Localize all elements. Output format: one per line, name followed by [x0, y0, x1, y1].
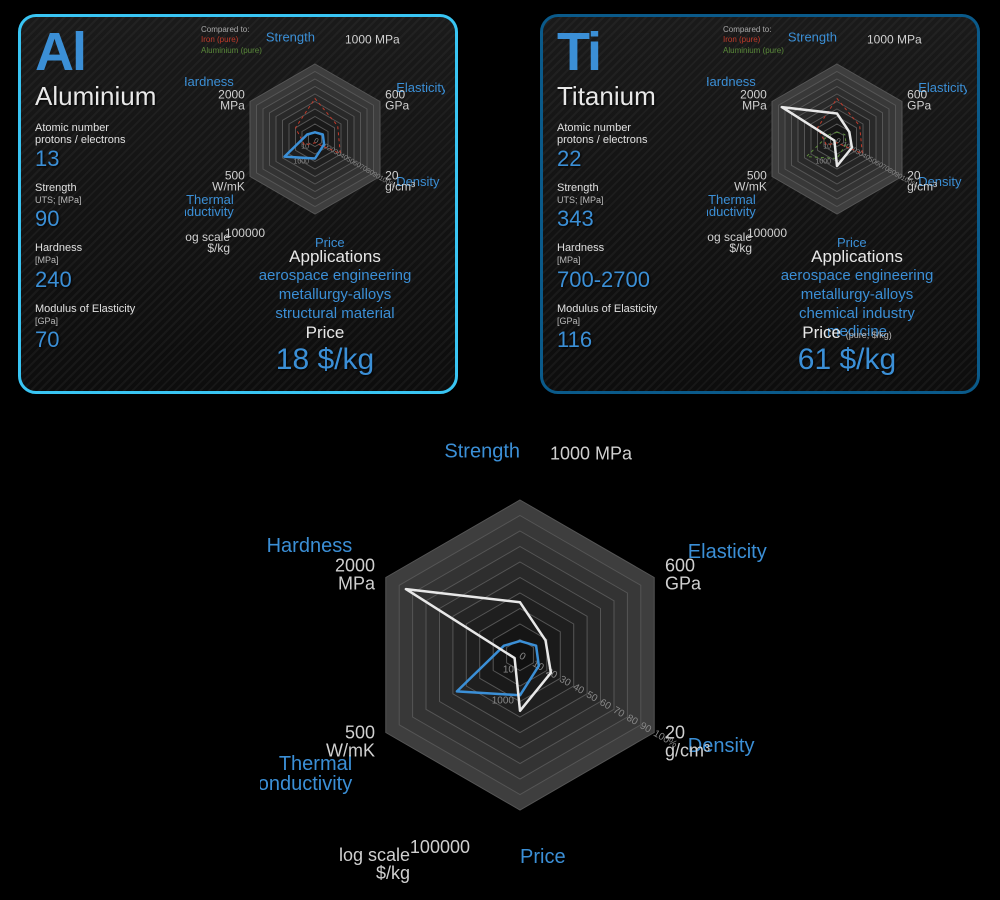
svg-text:1000: 1000: [815, 159, 831, 166]
svg-text:Price: Price: [520, 846, 566, 868]
svg-text:log scale$/kg: log scale$/kg: [185, 230, 230, 255]
svg-text:1000 MPa: 1000 MPa: [345, 32, 400, 46]
svg-text:20g/cm³: 20g/cm³: [385, 169, 415, 194]
svg-text:Hardness: Hardness: [267, 535, 353, 557]
svg-text:Strength: Strength: [266, 29, 315, 44]
svg-text:2000MPa: 2000MPa: [218, 88, 245, 113]
svg-text:100000: 100000: [410, 837, 470, 857]
svg-text:Strength: Strength: [788, 29, 837, 44]
svg-text:10: 10: [503, 665, 515, 676]
comparison-radar-chart: 0102030405060708090100%101000Strength100…: [260, 430, 780, 900]
svg-text:ThermalConductivity: ThermalConductivity: [707, 192, 756, 219]
svg-text:1000: 1000: [492, 696, 515, 707]
svg-text:500W/mK: 500W/mK: [326, 723, 375, 761]
svg-text:Strength: Strength: [444, 440, 520, 462]
svg-text:20g/cm³: 20g/cm³: [907, 169, 937, 194]
svg-text:1000 MPa: 1000 MPa: [867, 32, 922, 46]
element-card-al: Al Aluminium Atomic numberprotons / elec…: [18, 14, 458, 394]
svg-text:log scale$/kg: log scale$/kg: [339, 845, 410, 883]
applications: Applications aerospace engineeringmetall…: [235, 247, 435, 323]
svg-text:100000: 100000: [225, 226, 265, 240]
svg-text:20g/cm³: 20g/cm³: [665, 723, 710, 761]
applications-list: aerospace engineeringmetallurgy-alloysst…: [235, 267, 435, 323]
svg-text:100000: 100000: [747, 226, 787, 240]
mini-radar-chart: 0102030405060708090100%101000Strength100…: [707, 29, 967, 259]
price: Price (pure; $/kg) 61 $/kg: [737, 323, 957, 377]
svg-text:2000MPa: 2000MPa: [335, 555, 376, 593]
svg-text:1000: 1000: [293, 159, 309, 166]
svg-text:2000MPa: 2000MPa: [740, 88, 767, 113]
svg-text:1000 MPa: 1000 MPa: [550, 443, 633, 463]
svg-text:500W/mK: 500W/mK: [212, 169, 245, 194]
svg-text:ThermalConductivity: ThermalConductivity: [185, 192, 234, 219]
mini-radar-chart: 0102030405060708090100%101000Strength100…: [185, 29, 445, 259]
svg-text:500W/mK: 500W/mK: [734, 169, 767, 194]
svg-text:Elasticity: Elasticity: [688, 541, 767, 563]
price: Price 18 $/kg: [215, 323, 435, 377]
element-card-ti: Ti Titanium Atomic numberprotons / elect…: [540, 14, 980, 394]
svg-text:log scale$/kg: log scale$/kg: [707, 230, 752, 255]
